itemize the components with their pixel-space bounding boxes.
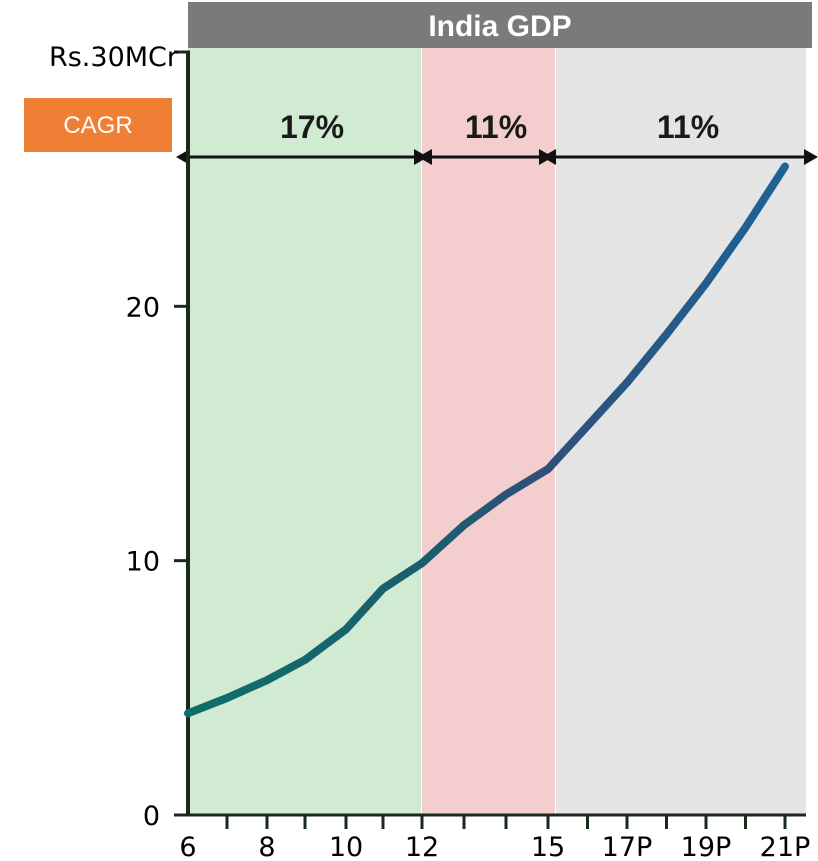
arrowhead-12-left — [418, 149, 432, 165]
arrowhead-15-left — [542, 149, 556, 165]
cagr-band-2 — [422, 48, 555, 815]
x-tick-label-8: 8 — [258, 832, 275, 861]
x-tick-label-15: 15 — [531, 832, 565, 861]
cagr-band-label-2: 11% — [465, 109, 527, 145]
cagr-band-1 — [188, 48, 421, 815]
axes — [174, 50, 806, 829]
cagr-band-3 — [556, 48, 806, 815]
x-tick-label-6: 6 — [179, 832, 196, 861]
x-tick-label-10: 10 — [329, 832, 363, 861]
gdp-line — [184, 162, 789, 718]
cagr-box — [24, 98, 172, 152]
cagr-label: CAGR — [63, 112, 132, 139]
x-tick-label-21P: 21P — [760, 832, 811, 861]
y-tick-label-20: 20 — [126, 292, 160, 323]
x-tick-label-12: 12 — [405, 832, 439, 861]
y-tick-label-10: 10 — [126, 547, 160, 578]
title-bar — [188, 2, 812, 48]
y-tick-labels: 0 10 20 — [126, 292, 160, 832]
cagr-bands — [188, 48, 806, 815]
cagr-arrows — [176, 149, 818, 165]
cagr-band-label-3: 11% — [657, 109, 719, 145]
x-tick-label-19P: 19P — [681, 832, 732, 861]
x-tick-labels: 6 8 10 12 15 17P 19P 21P — [179, 832, 810, 861]
arrowhead-right-end — [804, 149, 818, 165]
y-axis-unit-label: Rs.30MCr — [49, 42, 179, 73]
x-tick-label-17P: 17P — [602, 832, 653, 861]
cagr-band-label-1: 17% — [280, 109, 344, 145]
chart-title: India GDP — [428, 10, 571, 43]
band-labels: 17% 11% 11% — [280, 109, 719, 145]
y-tick-label-0: 0 — [143, 801, 160, 832]
